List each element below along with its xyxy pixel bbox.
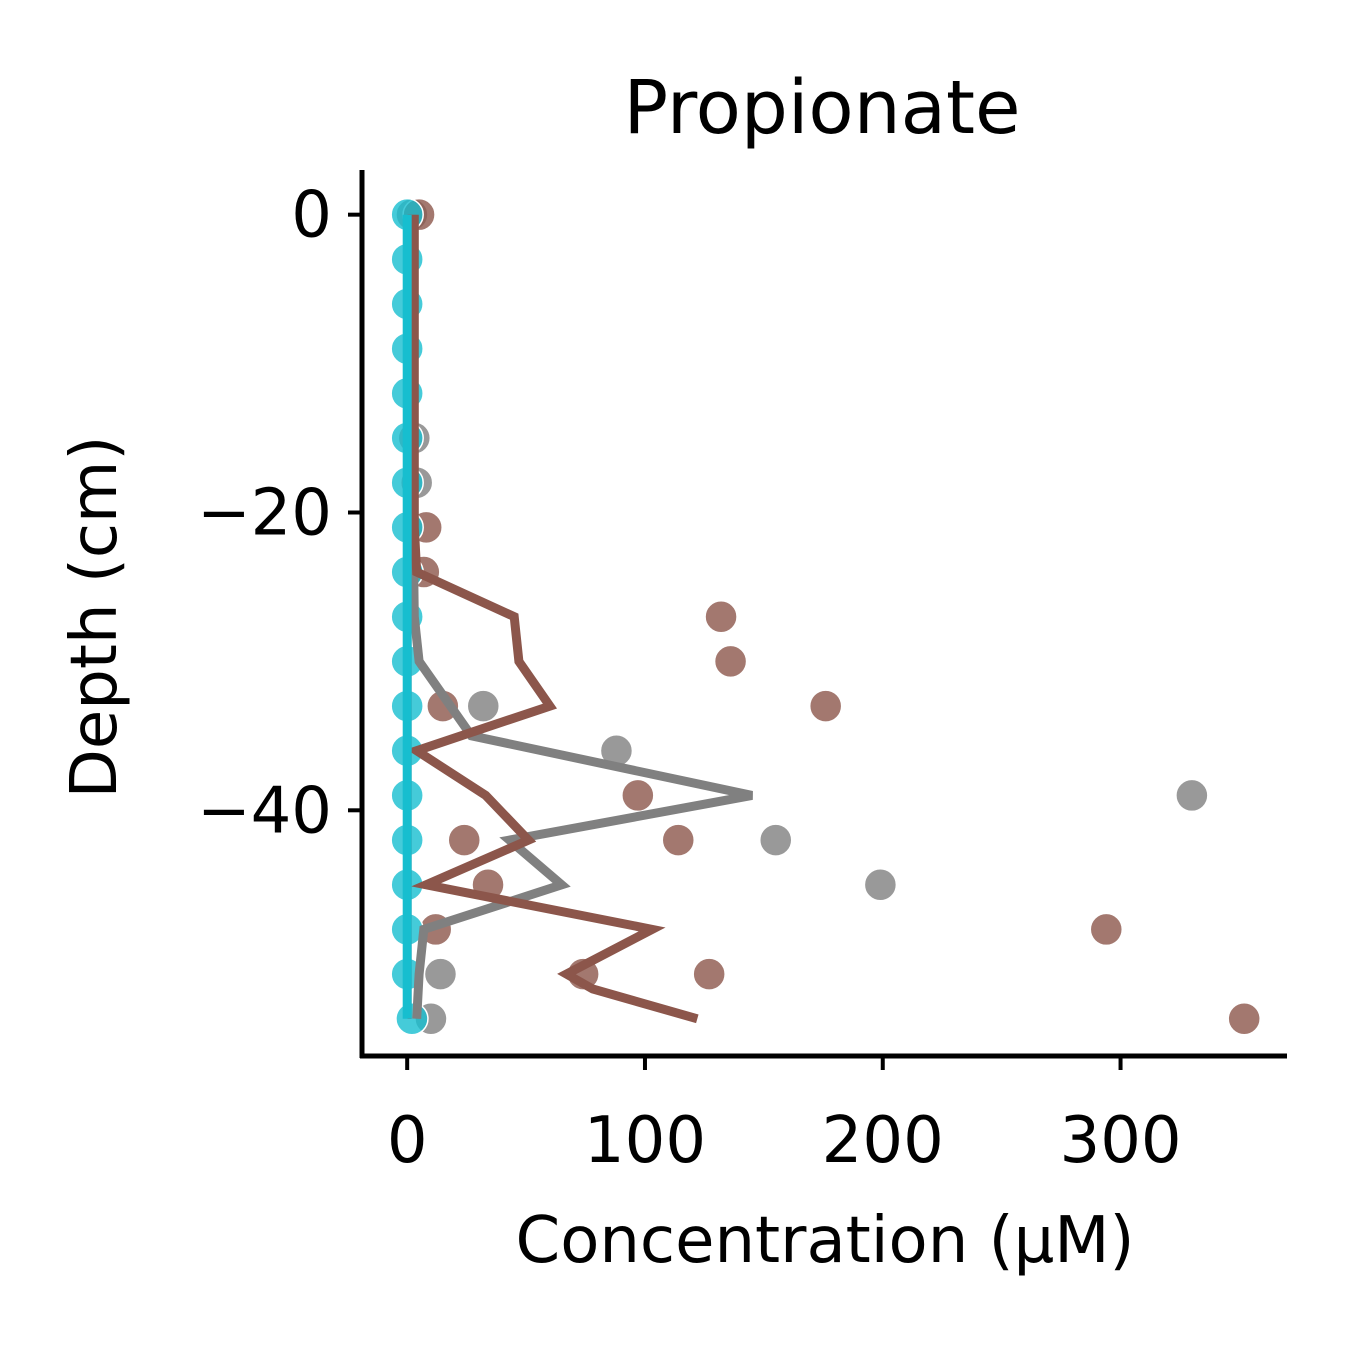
y-tick-label-1: −20 [197,476,332,550]
y-tick-label-0: 0 [291,179,332,253]
x-tick-label-3: 300 [1059,1104,1181,1178]
plot-area [390,197,1261,1036]
x-axis-title: Concentration (μM) [516,1204,1135,1278]
data-point-s0-5 [1175,778,1209,813]
data-point-s1-7 [621,778,655,813]
data-point-s0-6 [759,823,793,857]
x-tick-label-1: 100 [584,1104,706,1178]
data-point-s0-8 [423,957,458,991]
chart-title: Propionate [624,65,1021,151]
y-tick-label-2: −40 [197,774,332,848]
x-tick-label-0: 0 [387,1104,428,1178]
axes: 0 100 200 300 0 −20 −40 [197,170,1287,1178]
data-point-s1-3 [704,599,738,634]
data-point-s1-9 [447,823,481,857]
data-point-s1-13 [692,957,726,991]
data-point-s1-4 [713,644,748,679]
series-line-1 [406,214,699,1024]
data-point-s3-18 [395,1002,429,1036]
data-point-s1-11 [1089,912,1124,947]
data-point-s0-7 [863,868,898,902]
data-point-s1-5 [808,689,843,723]
y-axis-title: Depth (cm) [58,436,132,799]
x-tick-label-2: 200 [822,1104,944,1178]
data-point-s0-3 [466,689,501,723]
data-point-s1-8 [661,823,696,857]
series-line-0 [407,214,753,1020]
data-point-s1-15 [1227,1002,1261,1036]
